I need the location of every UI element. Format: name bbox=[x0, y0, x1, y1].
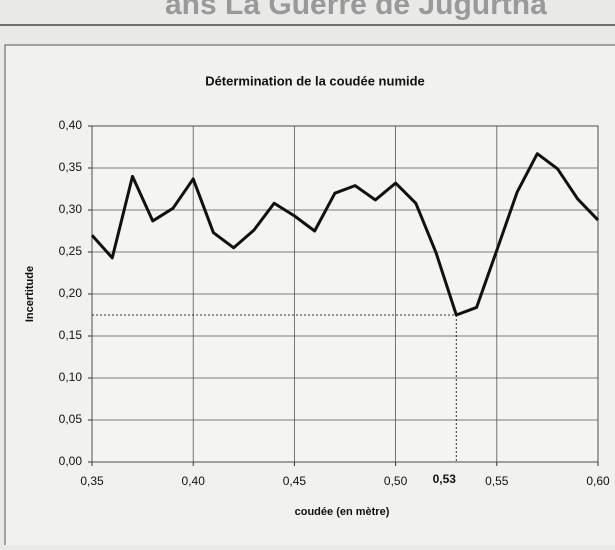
chart-title: Détermination de la coudée numide bbox=[205, 73, 425, 88]
y-tick-label: 0,35 bbox=[59, 160, 83, 174]
annotation-label: 0,53 bbox=[433, 472, 457, 486]
y-tick-label: 0,20 bbox=[59, 286, 83, 300]
data-line bbox=[90, 152, 600, 317]
y-tick-label: 0,40 bbox=[59, 118, 83, 132]
y-tick-label: 0,15 bbox=[59, 328, 83, 342]
x-tick-label: 0,50 bbox=[384, 474, 408, 488]
y-tick-label: 0,30 bbox=[59, 202, 83, 216]
y-tick-label: 0,10 bbox=[59, 370, 83, 384]
page-header: ans La Guerre de Jugurtha bbox=[165, 0, 547, 21]
y-tick-label: 0,00 bbox=[59, 454, 83, 468]
x-axis-label: coudée (en mètre) bbox=[295, 506, 390, 518]
y-axis-label: Incertitude bbox=[24, 266, 36, 322]
y-tick-label: 0,05 bbox=[59, 412, 83, 426]
x-tick-label: 0,40 bbox=[182, 474, 206, 488]
x-tick-label: 0,55 bbox=[485, 474, 509, 488]
x-tick-label: 0,35 bbox=[80, 474, 104, 488]
x-tick-label: 0,60 bbox=[586, 474, 610, 488]
y-tick-label: 0,25 bbox=[59, 244, 83, 258]
x-tick-label: 0,45 bbox=[283, 474, 307, 488]
